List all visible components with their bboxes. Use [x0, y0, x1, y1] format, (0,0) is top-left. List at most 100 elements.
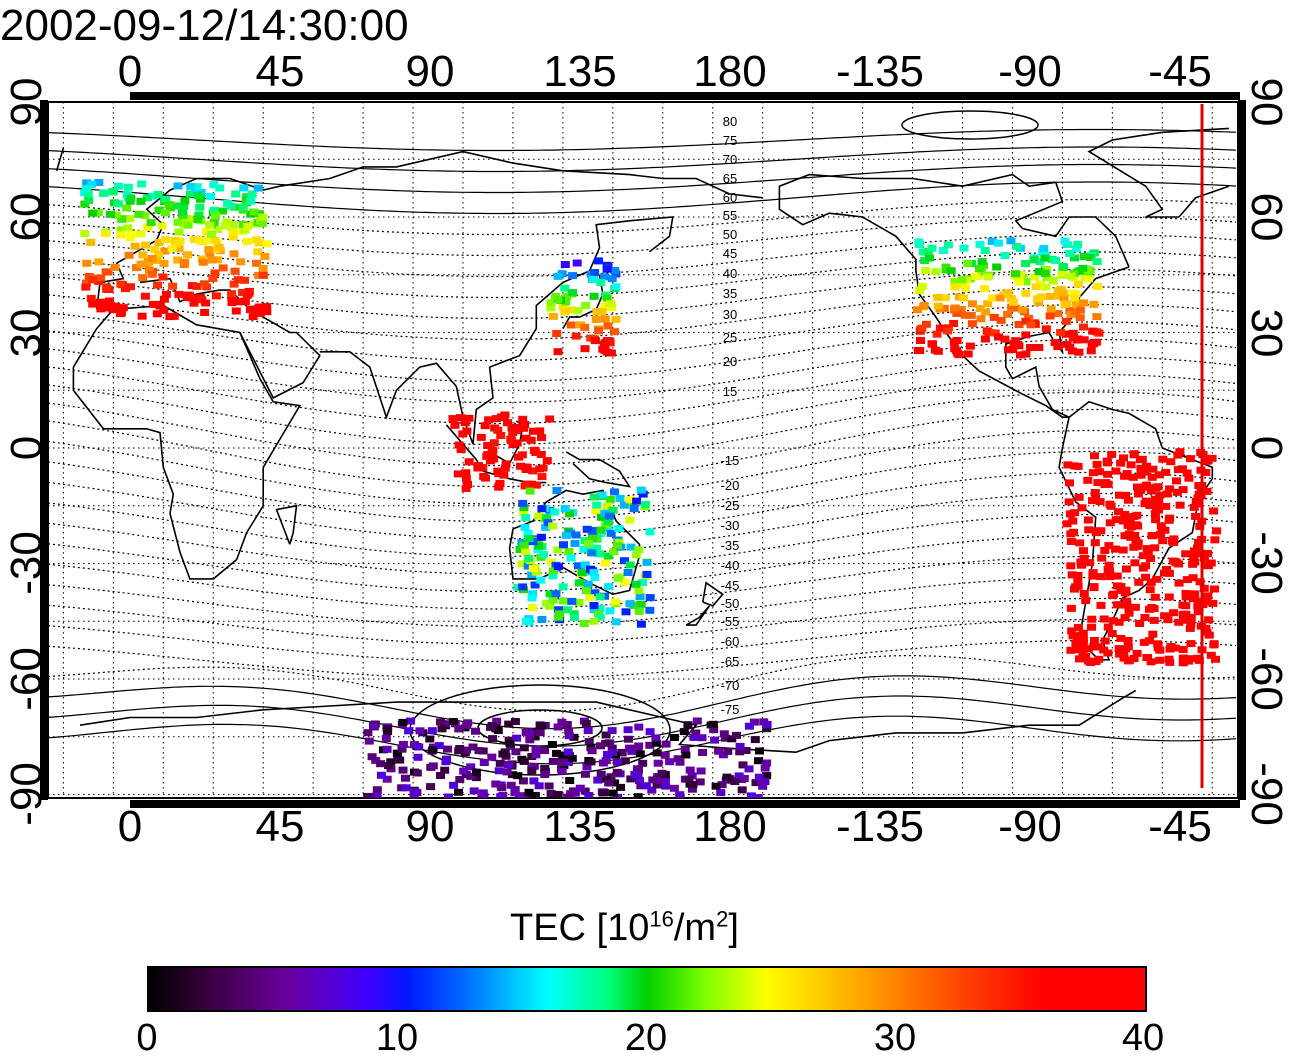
y-tick-label-left: 60 [2, 192, 51, 242]
tec-cell [589, 602, 599, 609]
tec-cell [760, 778, 770, 786]
tec-cell [1086, 347, 1096, 355]
tec-cell [1029, 256, 1039, 264]
tec-cell [159, 295, 169, 303]
tec-cell [258, 213, 268, 221]
tec-cell [136, 260, 146, 268]
tec-cell [520, 523, 530, 531]
tec-cell [1058, 289, 1068, 297]
tec-cell [1083, 645, 1093, 653]
tec-cell [253, 184, 263, 192]
tec-cell [401, 774, 410, 782]
tec-cell [1089, 300, 1099, 308]
tec-cell [527, 594, 537, 602]
tec-cell [1201, 624, 1211, 632]
tec-cell [673, 755, 683, 763]
tec-cell [601, 775, 611, 783]
tec-cell [995, 294, 1005, 302]
tec-cell [497, 784, 507, 792]
tec-cell [1014, 342, 1024, 350]
tec-cell [1066, 538, 1076, 545]
tec-cell [1145, 586, 1155, 594]
magnetic-contour [48, 576, 1237, 628]
tec-cell [1209, 640, 1219, 648]
tec-cell [548, 312, 558, 320]
tec-cell [491, 780, 501, 788]
tec-cell [977, 258, 987, 266]
tec-cell [641, 782, 651, 790]
tec-cell [591, 507, 601, 515]
tec-cell [587, 526, 597, 534]
tec-cell [512, 439, 522, 447]
tec-cell [1190, 595, 1200, 603]
tec-cell [382, 725, 392, 733]
tec-cell [1133, 483, 1142, 491]
tec-cell [234, 276, 244, 284]
tec-cell [1041, 325, 1051, 333]
tec-cell [581, 587, 591, 595]
tec-cell [912, 306, 922, 314]
magnetic-contour [48, 356, 1237, 425]
tec-cell [536, 451, 546, 458]
tec-cell [966, 311, 976, 319]
tec-cell [231, 190, 241, 198]
tec-cell [252, 259, 262, 267]
magnetic-contour [48, 618, 1237, 663]
tec-cell [505, 740, 515, 748]
tec-cell [527, 571, 537, 579]
tec-cell [1074, 280, 1083, 288]
tec-cell [192, 282, 202, 290]
tec-cell [592, 501, 602, 509]
x-tick-label-top: -135 [835, 47, 925, 96]
tec-cell [1048, 277, 1058, 285]
tec-cell [1094, 329, 1104, 337]
tec-cell [1088, 469, 1098, 477]
tec-cell [118, 304, 128, 312]
tec-cell [1088, 570, 1098, 578]
tec-cell [1202, 457, 1212, 465]
tec-cell [386, 758, 396, 766]
tec-cell [928, 340, 937, 348]
magnetic-contour [48, 268, 1237, 320]
tec-cell [983, 300, 993, 308]
tec-cell [1066, 272, 1076, 280]
tec-cell [755, 747, 764, 755]
tec-cell [963, 259, 973, 267]
tec-cell [626, 775, 636, 783]
tec-cell [1021, 289, 1031, 297]
tec-cell [1152, 575, 1162, 583]
tec-cell [548, 567, 558, 575]
tec-cell [1071, 290, 1081, 298]
magnetic-contour [48, 450, 1237, 523]
tec-cell [143, 259, 153, 267]
tec-cell [1115, 650, 1125, 658]
tec-cell [1040, 269, 1050, 277]
tec-cell [1178, 486, 1188, 494]
tec-cell [186, 182, 196, 190]
tec-cell [153, 190, 163, 198]
tec-cell [599, 340, 609, 348]
tec-cell [519, 541, 529, 549]
tec-cell [194, 192, 204, 200]
tec-cell [596, 530, 606, 538]
tec-cell [462, 721, 472, 729]
tec-cell [1146, 487, 1156, 495]
tec-cell [238, 203, 248, 211]
tec-cell [645, 528, 655, 536]
tec-cell [521, 548, 531, 556]
tec-cell [207, 256, 217, 264]
contour-labels: 80 75 70 65 60 55 50 45 40 35 30 25 20 15 -15 -20 -25 -30… [721, 114, 740, 717]
contour-label: 75 [723, 133, 737, 148]
tec-cell [506, 781, 516, 789]
tec-cell [1054, 292, 1063, 300]
tec-cell [471, 727, 480, 735]
y-tick-label-left: -90 [2, 762, 51, 826]
contour-label: -40 [721, 558, 740, 573]
tec-cell [1091, 658, 1101, 666]
tec-cell [1129, 655, 1139, 662]
tec-cell [372, 786, 382, 794]
tec-cell [243, 223, 252, 231]
tec-cell [1146, 555, 1155, 563]
tec-cell [615, 494, 625, 502]
tec-cell [560, 308, 570, 316]
